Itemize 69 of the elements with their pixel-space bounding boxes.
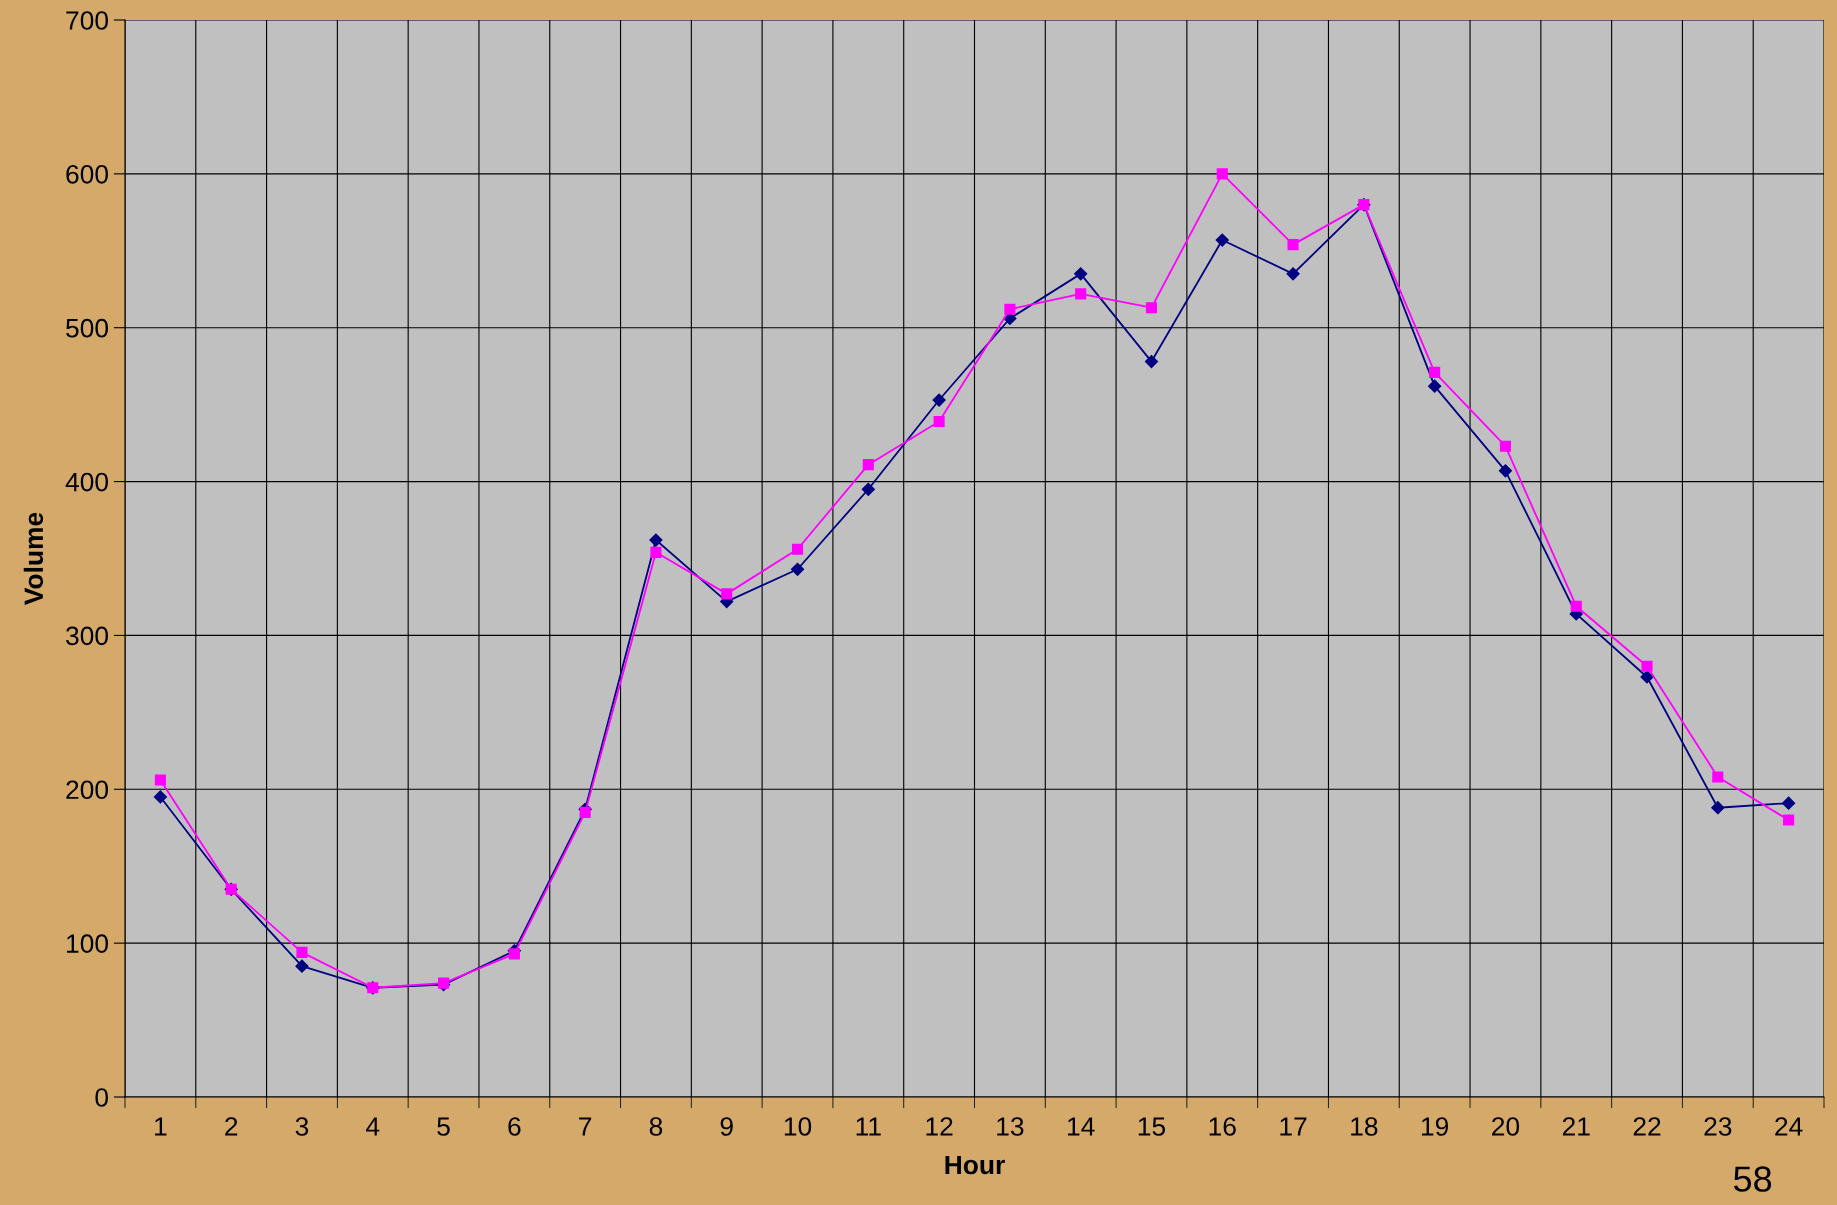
point	[1711, 801, 1725, 815]
x-tick-label: 2	[225, 1117, 238, 1136]
point	[1428, 379, 1442, 393]
x-tick-label: 15	[1138, 1117, 1166, 1136]
x-axis-title: Hour	[945, 1155, 1005, 1175]
point	[861, 482, 875, 496]
point	[153, 790, 167, 804]
x-tick-label: 19	[1421, 1117, 1449, 1136]
point	[1782, 796, 1796, 810]
point	[862, 459, 874, 471]
point	[650, 546, 662, 558]
y-tick-label: 600	[66, 164, 108, 184]
point	[1144, 354, 1159, 369]
x-tick-label: 20	[1492, 1117, 1520, 1136]
point	[1641, 660, 1653, 672]
point	[1570, 600, 1582, 612]
point	[1215, 233, 1229, 247]
point	[791, 543, 804, 555]
point	[508, 948, 520, 960]
text: 58	[1733, 1166, 1772, 1192]
x-tick-label: 12	[926, 1117, 953, 1136]
x-tick-label: 11	[856, 1117, 881, 1136]
x-tick-label: 6	[508, 1117, 521, 1136]
x-tick-label: 13	[997, 1117, 1024, 1136]
point	[1712, 771, 1724, 783]
point	[1075, 288, 1087, 300]
x-tick-label: 5	[437, 1117, 450, 1136]
point	[154, 774, 166, 786]
y-tick-label: 0	[95, 1088, 108, 1107]
point	[579, 806, 591, 818]
point	[790, 562, 805, 576]
x-tick-label: 16	[1209, 1117, 1236, 1136]
y-tick-label: 500	[66, 318, 108, 338]
point	[1429, 366, 1441, 378]
y-tick-label: 300	[66, 626, 108, 646]
point	[933, 416, 945, 428]
point	[1074, 267, 1088, 281]
x-tick-label: 24	[1775, 1117, 1803, 1136]
point	[1498, 464, 1513, 478]
x-tick-label: 17	[1280, 1117, 1307, 1136]
y-tick-label: 100	[67, 934, 108, 953]
x-tick-label: 14	[1068, 1117, 1095, 1136]
point	[932, 393, 946, 407]
x-tick-label: 23	[1704, 1117, 1732, 1136]
point	[295, 959, 309, 973]
point	[1004, 303, 1016, 315]
x-tick-label: 1	[155, 1117, 167, 1136]
point	[721, 588, 733, 600]
y-tick-label: 200	[66, 780, 108, 800]
x-tick-label: 8	[649, 1117, 663, 1136]
y-tick-label: 700	[66, 11, 108, 30]
x-tick-label: 9	[720, 1117, 733, 1136]
point	[649, 533, 663, 547]
x-tick-label: 22	[1633, 1117, 1661, 1136]
x-tick-label: 18	[1351, 1117, 1378, 1136]
x-tick-label: 3	[295, 1117, 309, 1136]
y-axis-title: Volume	[23, 512, 44, 605]
y-tick-label: 400	[65, 472, 108, 492]
x-tick-label: 10	[784, 1117, 812, 1136]
x-tick-label: 21	[1562, 1117, 1590, 1136]
x-tick-label: 7	[579, 1117, 592, 1136]
point	[1499, 440, 1512, 452]
point	[1216, 168, 1228, 180]
point	[1145, 302, 1158, 314]
point	[296, 946, 308, 958]
point	[1287, 239, 1299, 251]
point	[1783, 814, 1795, 826]
point	[1286, 267, 1300, 281]
x-tick-label: 4	[366, 1117, 380, 1136]
